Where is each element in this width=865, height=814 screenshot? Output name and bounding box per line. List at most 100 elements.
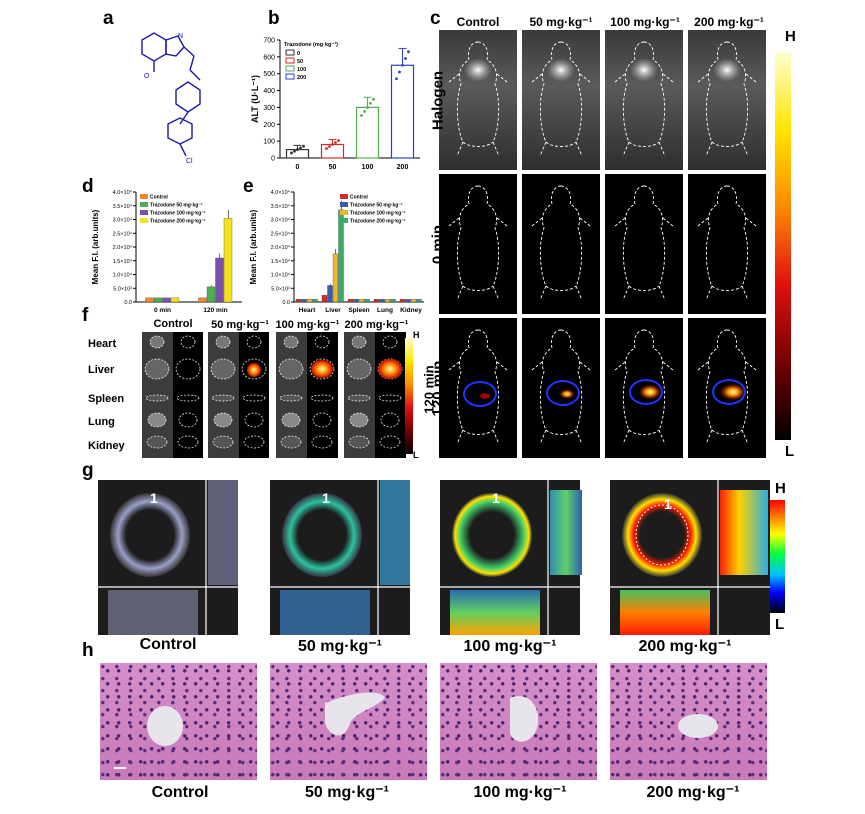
x-tick-label: Liver: [325, 307, 341, 314]
trazodone-structure-drawing: N O Cl: [141, 32, 201, 165]
data-point: [290, 151, 293, 155]
bar: [353, 299, 359, 303]
bar: [320, 143, 345, 159]
mouse-outline-overlay: [448, 41, 757, 445]
y-tick-label: 100: [263, 139, 275, 146]
bar: [162, 297, 171, 303]
data-point: [302, 144, 305, 148]
y-tick-label: 4.0×10⁴: [271, 189, 291, 196]
legend-label: Control: [350, 195, 368, 201]
data-point: [398, 70, 401, 74]
organ-col-200: 200 mg·kg⁻¹: [344, 319, 409, 331]
pa-caption-100: 100 mg·kg⁻¹: [463, 638, 557, 655]
y-tick-label: 3.0×10⁴: [113, 217, 133, 224]
bar: [405, 299, 411, 303]
y-axis-title: Mean F.I. (arb.units): [91, 209, 100, 284]
bar: [347, 299, 354, 303]
data-point: [328, 145, 331, 148]
pa-image-overlay: [98, 480, 770, 635]
column-header-100: 100 mg·kg⁻¹: [610, 15, 680, 29]
pa-caption-50: 50 mg·kg⁻¹: [297, 638, 382, 655]
organ-label-lung: Lung: [88, 416, 115, 428]
bar: [379, 299, 385, 303]
column-header-50: 50 mg·kg⁻¹: [529, 15, 593, 29]
bar: [355, 106, 380, 159]
histology-caption-100: 100 mg·kg⁻¹: [473, 784, 567, 801]
x-tick-label: Kidney: [400, 307, 422, 314]
y-tick-label: 4.0×10⁴: [113, 189, 133, 196]
roi-marker-200: 1: [664, 496, 672, 512]
legend-title: Trazodone (mg·kg⁻¹): [284, 41, 338, 48]
svg-text:Cl: Cl: [186, 158, 193, 165]
y-tick-label: 2.5×10⁴: [271, 230, 291, 237]
x-tick-label: 0 min: [154, 307, 171, 314]
y-tick-label: 3.0×10⁴: [271, 217, 291, 224]
mean-fi-organ-bar-chart: 0.0 5.0×10³ 1.0×10⁴ 1.5×10⁴ 2.0×10⁴ 2.5×10⁴ 3.…: [249, 189, 424, 314]
column-header-control: Control: [456, 15, 500, 29]
data-point: [337, 139, 340, 142]
data-point: [372, 97, 375, 101]
x-tick-label: 120 min: [203, 307, 227, 314]
data-point: [360, 114, 363, 117]
x-tick-label: 200: [397, 164, 409, 171]
bar: [338, 209, 344, 303]
legend-label: Trazodone 100 mg·kg⁻¹: [150, 211, 206, 217]
bar: [295, 299, 302, 303]
bar: [206, 286, 216, 303]
y-tick-label: 5.0×10³: [113, 286, 132, 292]
y-tick-label: 0: [271, 156, 275, 163]
svg-text:O: O: [144, 73, 150, 80]
y-tick-label: 200: [263, 122, 275, 129]
bar: [312, 299, 318, 303]
data-point: [363, 110, 366, 113]
organ-scale-low-label: L: [413, 450, 419, 460]
data-point: [296, 148, 299, 151]
organ-label-liver: Liver: [88, 364, 115, 376]
x-tick-label: Spleen: [348, 307, 369, 314]
legend-swatch: [340, 210, 348, 215]
y-axis-title: ALT (U·L⁻¹): [250, 75, 260, 123]
legend-swatch: [140, 218, 148, 223]
bar: [373, 299, 380, 303]
y-tick-label: 5.0×10³: [271, 286, 290, 292]
data-point: [331, 143, 334, 146]
bar: [170, 297, 180, 303]
y-tick-label: 2.5×10⁴: [113, 230, 133, 237]
legend-swatch: [340, 202, 348, 207]
legend-label: 200: [297, 75, 306, 81]
organ-label-heart: Heart: [88, 338, 117, 350]
bar: [384, 299, 391, 303]
organ-label-spleen: Spleen: [88, 393, 125, 405]
intensity-color-scale: [775, 52, 791, 440]
svg-text:N: N: [178, 33, 183, 40]
bar: [145, 297, 154, 303]
legend-label: Trazodone 200 mg·kg⁻¹: [350, 219, 406, 225]
panel-label-g: g: [82, 460, 94, 481]
data-point: [299, 146, 302, 150]
panel-label-e: e: [243, 176, 254, 197]
data-point: [369, 101, 372, 105]
legend-label: Trazodone 100 mg·kg⁻¹: [350, 211, 406, 217]
roi-marker-control: 1: [150, 490, 158, 506]
y-tick-label: 0.0: [124, 300, 132, 306]
bar: [198, 297, 207, 303]
column-header-200: 200 mg·kg⁻¹: [694, 15, 764, 29]
data-point: [407, 50, 410, 54]
x-tick-label: 0: [296, 164, 300, 171]
bar: [306, 299, 313, 303]
organ-col-control: Control: [153, 318, 193, 330]
y-tick-label: 1.0×10⁴: [113, 272, 133, 279]
bar: [223, 217, 233, 303]
data-point: [401, 63, 404, 67]
bar: [399, 299, 406, 303]
legend-label: 100: [297, 67, 306, 73]
y-tick-label: 1.5×10⁴: [113, 258, 133, 265]
data-point: [334, 141, 337, 144]
data-point: [293, 149, 296, 153]
bar: [390, 64, 415, 159]
panel-label-a: a: [103, 8, 114, 29]
organ-time-label: 120 min: [421, 365, 437, 414]
row-label-zero-min: 0 min: [429, 224, 447, 265]
x-tick-label: 100: [362, 164, 374, 171]
x-tick-label: 50: [329, 164, 337, 171]
